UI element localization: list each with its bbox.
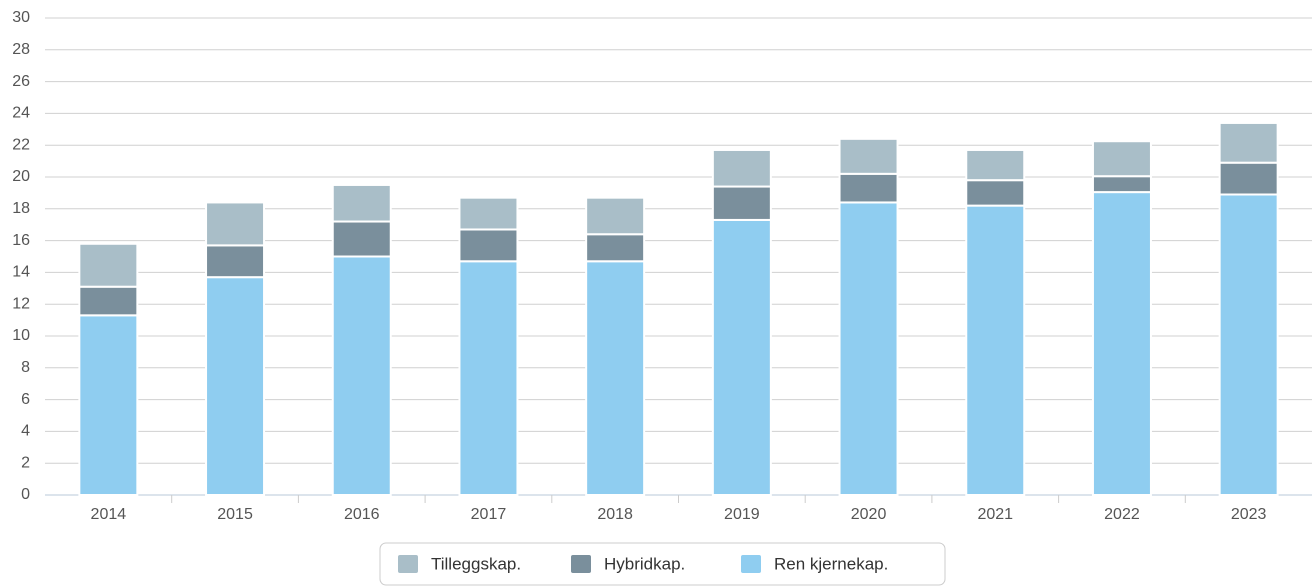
y-tick-label: 8 — [21, 359, 30, 376]
bar-segment — [458, 260, 519, 496]
y-tick-label: 14 — [12, 264, 30, 281]
legend-text: Hybridkap. — [604, 554, 685, 573]
y-tick-label: 16 — [12, 232, 30, 249]
bar-segment — [1218, 161, 1279, 196]
bar-segment — [78, 285, 139, 317]
bar-segment — [838, 172, 899, 204]
bar-segment — [965, 148, 1026, 182]
x-tick-label: 2019 — [724, 506, 760, 523]
y-tick-label: 0 — [21, 486, 30, 503]
bar-segment — [1218, 121, 1279, 164]
y-tick-label: 30 — [12, 9, 30, 26]
bar-segment — [585, 196, 646, 236]
y-tick-label: 18 — [12, 200, 30, 217]
legend-text: Tilleggskap. — [431, 554, 521, 573]
legend-swatch — [571, 555, 591, 573]
bar-segment — [711, 185, 772, 221]
bar-segment — [965, 179, 1026, 207]
bar-segment — [205, 276, 266, 497]
bar-segment — [458, 228, 519, 263]
y-tick-label: 10 — [12, 327, 30, 344]
bar-segment — [1091, 191, 1152, 496]
legend-swatch — [398, 555, 418, 573]
bar-segment — [458, 196, 519, 231]
bar-segment — [331, 220, 392, 258]
bar-segment — [585, 260, 646, 496]
y-tick-label: 12 — [12, 295, 30, 312]
bar-segment — [78, 314, 139, 496]
bar-segment — [331, 183, 392, 223]
bar-segment — [205, 201, 266, 247]
y-tick-label: 6 — [21, 391, 30, 408]
bar-segment — [1091, 175, 1152, 194]
y-tick-label: 24 — [12, 105, 30, 122]
legend-swatch — [741, 555, 761, 573]
bar-segment — [838, 137, 899, 175]
x-tick-label: 2015 — [217, 506, 253, 523]
bar-segment — [1091, 140, 1152, 178]
y-tick-label: 26 — [12, 73, 30, 90]
bar-segment — [965, 204, 1026, 496]
x-tick-label: 2021 — [977, 506, 1013, 523]
x-tick-label: 2020 — [851, 506, 887, 523]
x-tick-label: 2022 — [1104, 506, 1140, 523]
bar-segment — [205, 244, 266, 279]
y-tick-label: 28 — [12, 41, 30, 58]
bar-segment — [78, 242, 139, 288]
legend-text: Ren kjernekap. — [774, 554, 888, 573]
bar-segment — [711, 148, 772, 188]
x-tick-label: 2017 — [471, 506, 507, 523]
bar-segment — [331, 255, 392, 496]
legend-box — [379, 542, 946, 586]
x-tick-label: 2014 — [91, 506, 127, 523]
y-tick-label: 22 — [12, 136, 30, 153]
x-tick-label: 2023 — [1231, 506, 1267, 523]
bar-segment — [838, 201, 899, 496]
y-tick-label: 4 — [21, 423, 30, 440]
x-tick-label: 2016 — [344, 506, 380, 523]
y-tick-label: 20 — [12, 168, 30, 185]
y-tick-label: 2 — [21, 454, 30, 471]
bar-segment — [585, 233, 646, 263]
bar-segment — [1218, 193, 1279, 497]
x-tick-label: 2018 — [597, 506, 633, 523]
bar-segment — [711, 218, 772, 496]
